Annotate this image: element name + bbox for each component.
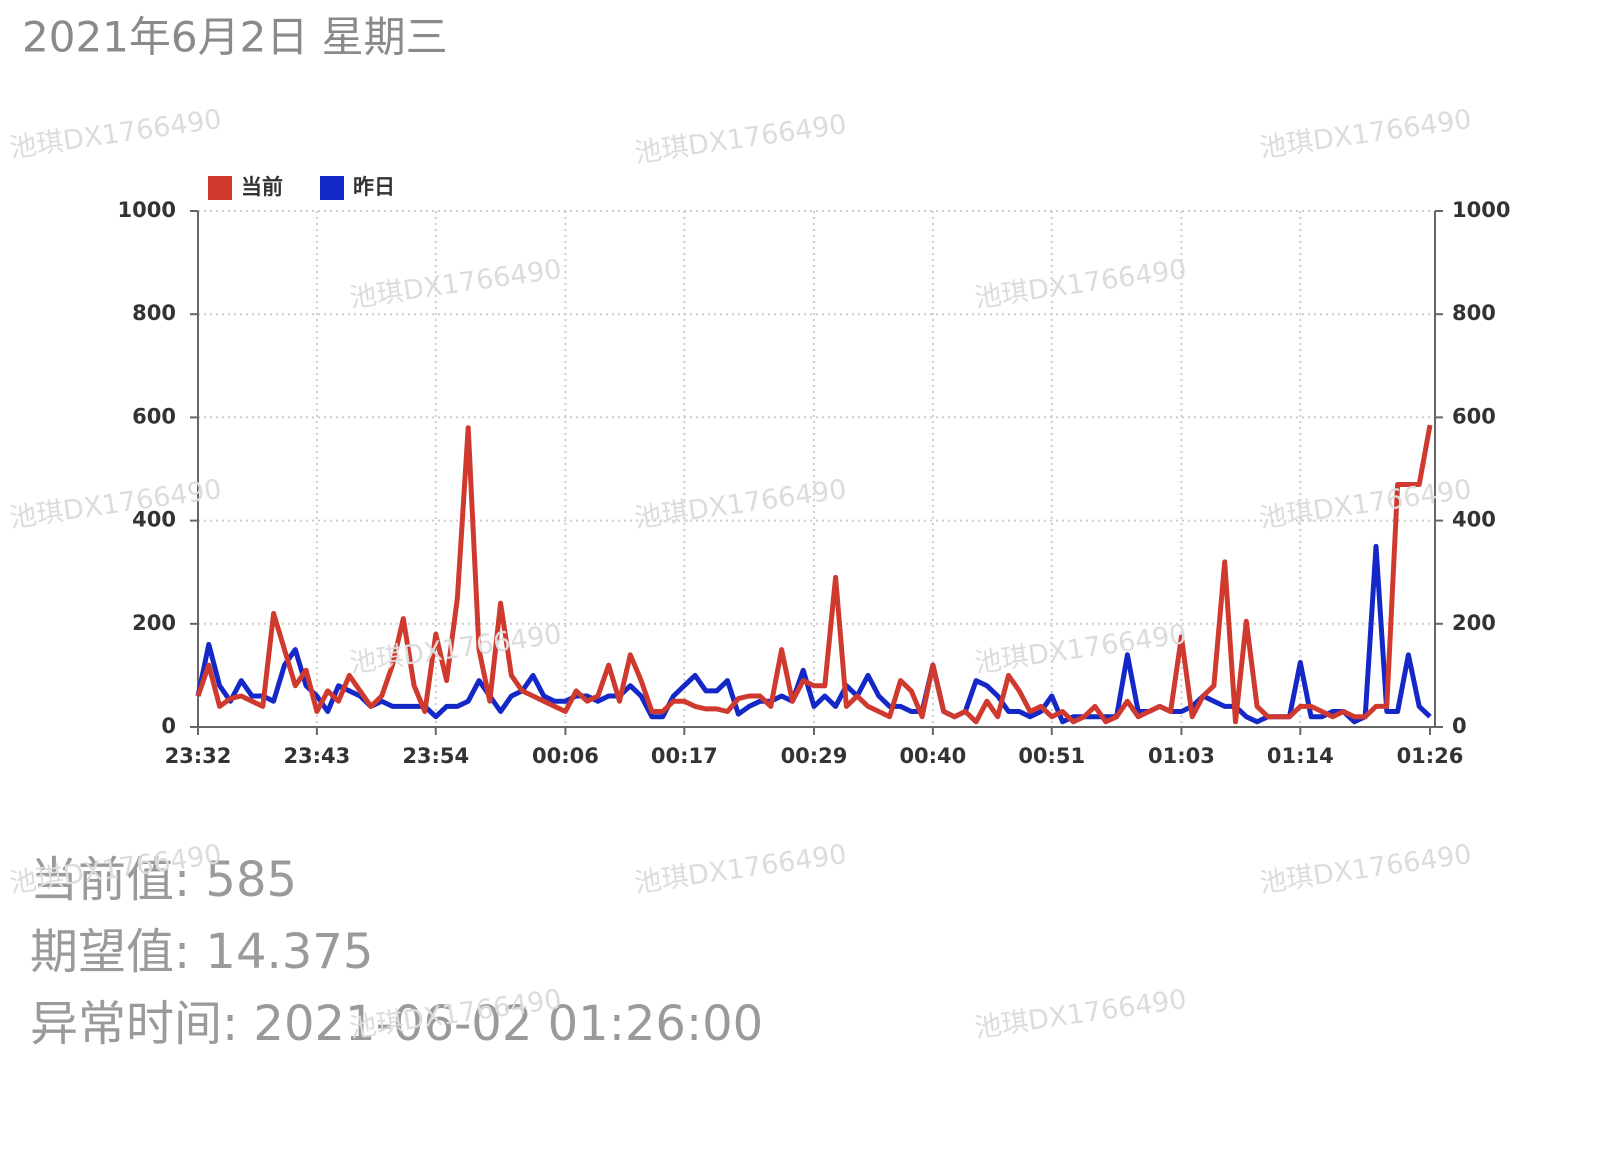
y2-tick-label: 400 — [1452, 508, 1496, 532]
watermark: 池琪DX1766490 — [973, 984, 1189, 1044]
x-tick-label: 23:54 — [402, 744, 469, 768]
detail-line: 期望值: 14.375 — [30, 924, 373, 980]
legend-swatch — [208, 176, 232, 200]
date-title: 2021年6月2日 星期三 — [22, 13, 448, 62]
watermark: 池琪DX1766490 — [973, 619, 1189, 679]
y2-tick-label: 600 — [1452, 404, 1496, 428]
watermark: 池琪DX1766490 — [973, 254, 1189, 314]
watermark: 池琪DX1766490 — [8, 104, 224, 164]
x-tick-label: 23:32 — [165, 744, 232, 768]
legend-label: 昨日 — [353, 175, 395, 199]
detail-line: 当前值: 585 — [30, 852, 297, 908]
y-tick-label: 600 — [132, 404, 176, 428]
x-tick-label: 00:51 — [1018, 744, 1085, 768]
y-tick-label: 400 — [132, 508, 176, 532]
watermark: 池琪DX1766490 — [633, 109, 849, 169]
y-tick-label: 1000 — [118, 198, 176, 222]
y2-tick-label: 1000 — [1452, 198, 1510, 222]
x-tick-label: 01:14 — [1267, 744, 1334, 768]
watermark: 池琪DX1766490 — [348, 254, 564, 314]
legend-label: 当前 — [241, 175, 283, 199]
legend-swatch — [320, 176, 344, 200]
y-tick-label: 800 — [132, 301, 176, 325]
detail-line: 异常时间: 2021-06-02 01:26:00 — [30, 996, 763, 1052]
x-tick-label: 01:03 — [1148, 744, 1215, 768]
watermark: 池琪DX1766490 — [633, 839, 849, 899]
x-tick-label: 00:29 — [781, 744, 848, 768]
y2-tick-label: 200 — [1452, 611, 1496, 635]
watermark: 池琪DX1766490 — [1258, 104, 1474, 164]
series-line — [195, 424, 1433, 725]
y2-tick-label: 0 — [1452, 714, 1467, 738]
x-tick-label: 01:26 — [1397, 744, 1464, 768]
series-line — [195, 543, 1432, 725]
watermark: 池琪DX1766490 — [633, 474, 849, 534]
y-tick-label: 0 — [161, 714, 176, 738]
x-tick-label: 23:43 — [283, 744, 350, 768]
x-tick-label: 00:40 — [899, 744, 966, 768]
x-tick-label: 00:06 — [532, 744, 599, 768]
watermark: 池琪DX1766490 — [8, 474, 224, 534]
y-tick-label: 200 — [132, 611, 176, 635]
y2-tick-label: 800 — [1452, 301, 1496, 325]
watermark: 池琪DX1766490 — [1258, 474, 1474, 534]
x-tick-label: 00:17 — [651, 744, 718, 768]
watermark: 池琪DX1766490 — [1258, 839, 1474, 899]
